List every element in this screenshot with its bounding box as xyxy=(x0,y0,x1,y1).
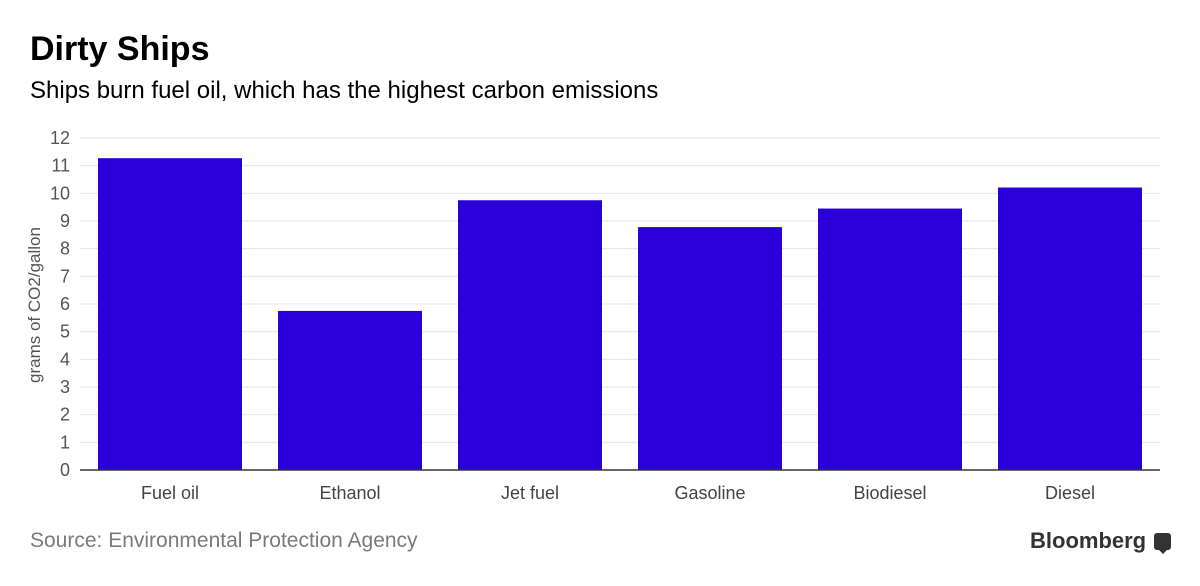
x-tick-label: Gasoline xyxy=(674,483,745,503)
y-tick-label: 10 xyxy=(50,183,70,203)
y-tick-label: 1 xyxy=(60,432,70,452)
bar-diesel xyxy=(998,187,1142,471)
y-tick-label: 6 xyxy=(60,294,70,314)
bloomberg-chart-icon xyxy=(1154,532,1172,554)
x-tick-label: Biodiesel xyxy=(853,483,926,503)
bar-gasoline xyxy=(638,227,782,470)
bar-fuel-oil xyxy=(98,158,242,471)
bar-jet-fuel xyxy=(458,200,602,470)
y-tick-label: 2 xyxy=(60,405,70,425)
y-tick-label: 5 xyxy=(60,322,70,342)
y-tick-label: 4 xyxy=(60,349,70,369)
x-tick-label: Jet fuel xyxy=(501,483,559,503)
y-axis-label: grams of CO2/gallon xyxy=(25,227,44,383)
y-tick-label: 3 xyxy=(60,377,70,397)
chart-title: Dirty Ships xyxy=(30,30,210,68)
bar-ethanol xyxy=(278,310,422,470)
brand-name: Bloomberg xyxy=(1030,528,1147,553)
y-tick-label: 12 xyxy=(50,128,70,148)
y-tick-label: 9 xyxy=(60,211,70,231)
y-tick-label: 7 xyxy=(60,266,70,286)
source-note: Source: Environmental Protection Agency xyxy=(30,529,418,552)
x-tick-label: Ethanol xyxy=(319,483,380,503)
bloomberg-logo: Bloomberg xyxy=(1030,528,1172,554)
x-tick-label: Diesel xyxy=(1045,483,1095,503)
x-tick-label: Fuel oil xyxy=(141,483,199,503)
y-tick-label: 11 xyxy=(51,156,70,176)
y-tick-label: 8 xyxy=(60,239,70,259)
y-tick-label: 0 xyxy=(60,460,70,480)
chart-subtitle: Ships burn fuel oil, which has the highe… xyxy=(30,77,659,104)
bar-biodiesel xyxy=(818,208,962,471)
